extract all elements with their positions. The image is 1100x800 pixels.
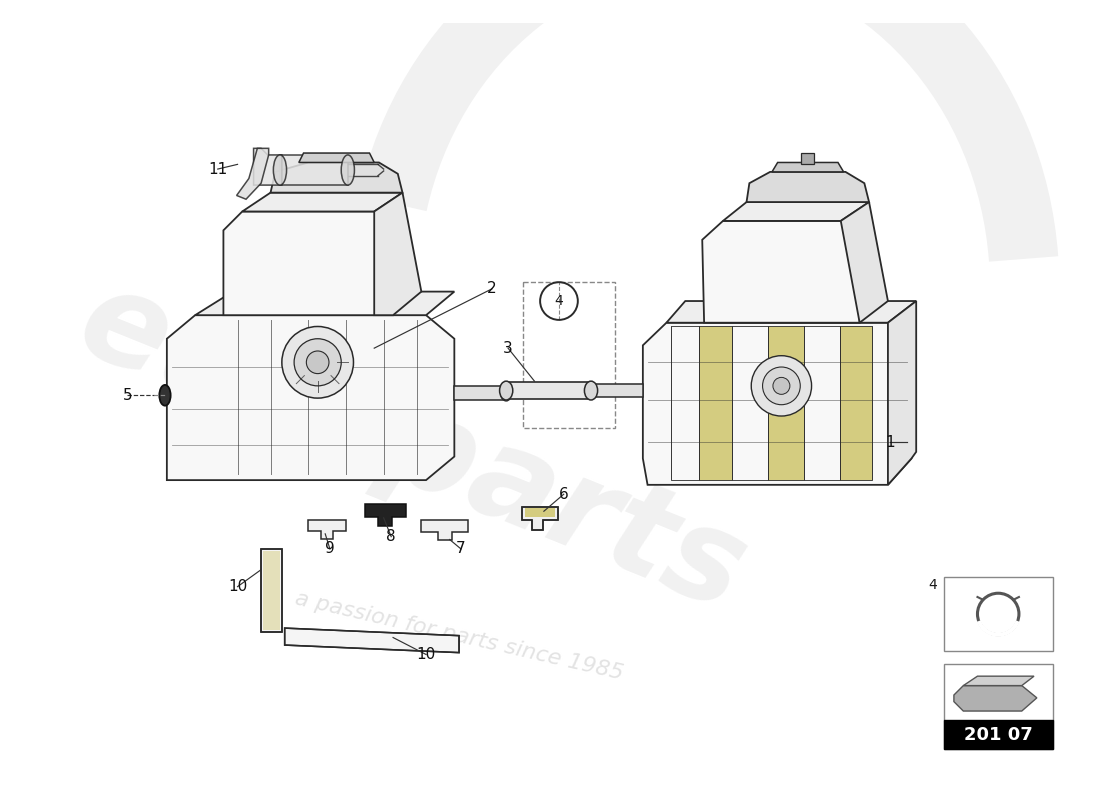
Text: 1: 1 xyxy=(886,435,894,450)
Text: a passion for parts since 1985: a passion for parts since 1985 xyxy=(293,588,625,683)
Bar xyxy=(945,721,1053,749)
Polygon shape xyxy=(522,506,558,530)
Polygon shape xyxy=(236,148,268,199)
Ellipse shape xyxy=(584,381,597,400)
Polygon shape xyxy=(421,520,469,541)
Polygon shape xyxy=(671,326,700,480)
Circle shape xyxy=(762,367,801,405)
Polygon shape xyxy=(747,172,869,202)
Polygon shape xyxy=(223,211,393,315)
Polygon shape xyxy=(700,326,733,480)
Polygon shape xyxy=(308,520,345,538)
Polygon shape xyxy=(888,301,916,485)
Bar xyxy=(280,155,348,185)
Text: 6: 6 xyxy=(559,486,569,502)
Polygon shape xyxy=(772,162,844,172)
Bar xyxy=(525,508,556,517)
Circle shape xyxy=(307,351,329,374)
Circle shape xyxy=(294,338,341,386)
Polygon shape xyxy=(254,148,282,185)
Text: 9: 9 xyxy=(324,542,334,557)
Polygon shape xyxy=(702,221,859,322)
Text: 10: 10 xyxy=(417,647,436,662)
Polygon shape xyxy=(733,326,768,480)
Bar xyxy=(945,578,1053,650)
Ellipse shape xyxy=(499,381,513,400)
Polygon shape xyxy=(840,202,888,322)
Polygon shape xyxy=(167,315,454,480)
Bar xyxy=(263,551,280,630)
Text: 201 07: 201 07 xyxy=(964,726,1033,744)
Text: europarts: europarts xyxy=(62,257,762,638)
Ellipse shape xyxy=(160,385,170,406)
Polygon shape xyxy=(804,326,840,480)
Polygon shape xyxy=(667,301,916,322)
Polygon shape xyxy=(271,162,403,193)
Text: 4: 4 xyxy=(554,294,563,308)
Polygon shape xyxy=(723,202,869,221)
Circle shape xyxy=(773,378,790,394)
Polygon shape xyxy=(374,193,421,315)
Polygon shape xyxy=(365,504,406,526)
Text: 3: 3 xyxy=(503,341,513,356)
Polygon shape xyxy=(454,386,506,400)
Polygon shape xyxy=(299,153,374,162)
Bar xyxy=(506,382,591,399)
Ellipse shape xyxy=(274,155,287,185)
Ellipse shape xyxy=(500,384,512,401)
Polygon shape xyxy=(642,322,912,485)
Polygon shape xyxy=(964,676,1034,686)
Ellipse shape xyxy=(585,382,596,398)
Polygon shape xyxy=(591,384,642,397)
Polygon shape xyxy=(195,292,454,315)
Polygon shape xyxy=(242,193,403,211)
Bar xyxy=(945,664,1053,749)
Polygon shape xyxy=(285,628,459,653)
Bar xyxy=(801,153,814,164)
Text: 5: 5 xyxy=(122,388,132,402)
Text: 10: 10 xyxy=(228,579,248,594)
Circle shape xyxy=(282,326,353,398)
Polygon shape xyxy=(954,686,1037,711)
Text: 8: 8 xyxy=(386,529,396,544)
Bar xyxy=(261,549,282,632)
Text: 7: 7 xyxy=(456,542,465,557)
Ellipse shape xyxy=(341,155,354,185)
Polygon shape xyxy=(840,326,872,480)
Text: 4: 4 xyxy=(928,578,937,592)
Circle shape xyxy=(751,356,812,416)
Polygon shape xyxy=(768,326,804,480)
Text: 11: 11 xyxy=(208,162,228,177)
Bar xyxy=(261,549,282,632)
Text: 2: 2 xyxy=(487,282,497,296)
